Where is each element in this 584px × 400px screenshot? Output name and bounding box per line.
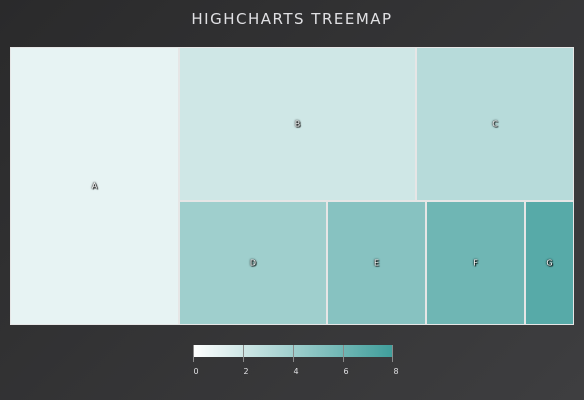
treemap-cell-label: F — [473, 258, 478, 268]
treemap-plot-area: A B C D E F G — [10, 47, 574, 325]
treemap-cell-label: D — [249, 258, 257, 268]
treemap-cell-label: B — [294, 119, 301, 129]
color-axis-tick — [343, 345, 344, 362]
treemap-cell-label: G — [546, 258, 553, 268]
treemap-cell-b[interactable] — [179, 47, 416, 201]
color-axis-tick — [243, 345, 244, 362]
color-axis-tick-label: 8 — [393, 367, 399, 376]
treemap-cell-g[interactable] — [525, 201, 574, 325]
color-axis-tick — [293, 345, 294, 362]
treemap-cell-d[interactable] — [179, 201, 327, 325]
chart-title: Highcharts Treemap — [191, 10, 393, 28]
color-axis-tick-label: 6 — [343, 367, 349, 376]
color-axis-tick-label: 4 — [293, 367, 299, 376]
treemap-cell-label: E — [373, 258, 380, 268]
treemap-cell-label: A — [91, 181, 98, 191]
treemap-cell-c[interactable] — [416, 47, 574, 201]
treemap-cell-label: C — [492, 119, 498, 129]
color-axis-tick — [193, 345, 194, 362]
color-axis-tick-label: 2 — [243, 367, 249, 376]
treemap-cell-a[interactable] — [10, 47, 179, 325]
color-axis-tick — [392, 345, 393, 362]
treemap-cell-f[interactable] — [426, 201, 525, 325]
color-axis-tick-label: 0 — [193, 367, 199, 376]
color-axis-legend: 0 2 4 6 8 — [193, 345, 399, 377]
treemap-cell-e[interactable] — [327, 201, 426, 325]
